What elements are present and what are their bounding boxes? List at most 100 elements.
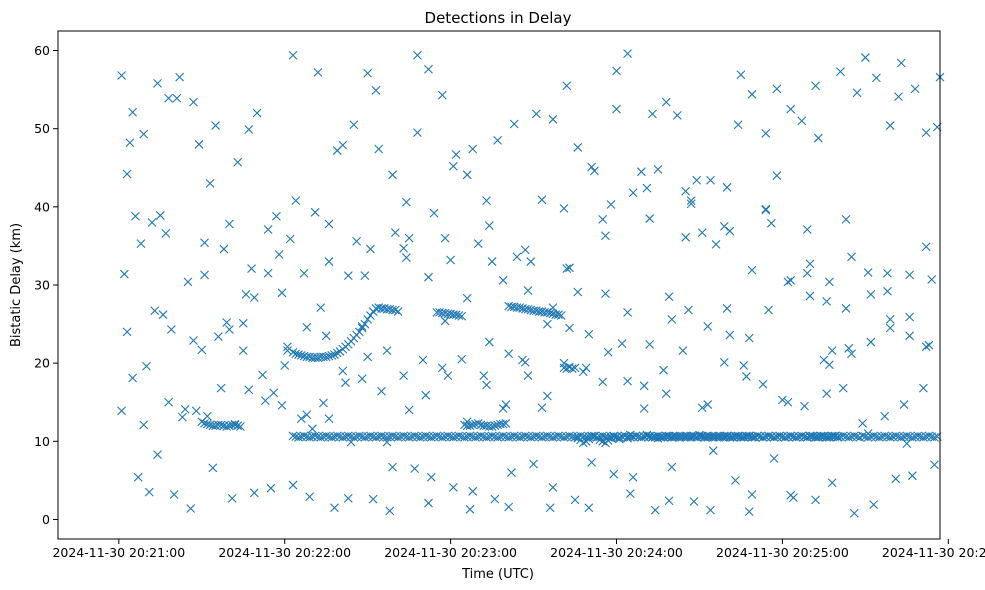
data-point xyxy=(125,138,135,148)
data-point xyxy=(885,314,895,324)
data-point xyxy=(512,252,522,262)
data-point xyxy=(924,340,934,350)
plot-area xyxy=(57,30,945,540)
data-point xyxy=(413,50,422,60)
data-point xyxy=(791,433,801,442)
data-point xyxy=(443,431,453,441)
data-point xyxy=(637,167,646,177)
data-point xyxy=(437,433,447,442)
data-point xyxy=(844,433,854,442)
data-point xyxy=(772,171,782,180)
data-point xyxy=(883,286,892,296)
data-point xyxy=(578,367,588,377)
data-point xyxy=(819,355,829,365)
data-point xyxy=(418,355,428,365)
data-point xyxy=(225,421,234,431)
data-point xyxy=(830,431,840,441)
data-point xyxy=(905,312,914,322)
data-point xyxy=(363,314,373,324)
data-point xyxy=(382,433,392,442)
data-point xyxy=(548,433,558,442)
data-point xyxy=(631,431,641,441)
data-point xyxy=(725,226,735,236)
data-point xyxy=(343,271,353,281)
data-point xyxy=(874,433,884,442)
data-point xyxy=(493,136,503,145)
data-point xyxy=(520,431,530,441)
data-point xyxy=(598,377,608,387)
data-point xyxy=(241,289,251,299)
data-point xyxy=(825,360,834,370)
data-point xyxy=(377,386,386,396)
data-point xyxy=(703,322,713,331)
data-point xyxy=(504,433,514,442)
data-point xyxy=(753,431,762,441)
data-point xyxy=(122,327,132,337)
y-axis: 0 10 20 30 40 50 60 xyxy=(34,43,58,527)
data-point xyxy=(797,431,807,441)
data-point xyxy=(360,433,370,442)
data-point xyxy=(321,352,331,362)
data-point xyxy=(537,433,547,442)
data-point xyxy=(296,350,306,360)
data-point xyxy=(766,218,776,228)
data-point xyxy=(731,475,740,485)
data-point xyxy=(200,238,209,248)
data-point xyxy=(390,228,400,238)
data-point xyxy=(341,378,350,388)
data-point xyxy=(399,243,408,253)
data-point xyxy=(404,433,414,442)
data-point xyxy=(415,433,425,442)
data-point xyxy=(153,450,162,459)
data-point xyxy=(606,200,616,209)
data-point xyxy=(880,411,890,421)
data-point xyxy=(219,244,229,254)
data-point xyxy=(545,503,555,513)
data-point xyxy=(410,464,420,474)
data-point xyxy=(498,404,508,413)
data-point xyxy=(457,354,467,364)
data-point xyxy=(153,78,162,88)
data-point xyxy=(642,430,652,440)
data-point xyxy=(706,175,715,185)
data-point xyxy=(238,318,248,328)
data-point xyxy=(465,421,475,431)
data-point xyxy=(324,351,334,361)
data-point xyxy=(197,417,207,427)
data-point xyxy=(880,431,890,441)
data-point xyxy=(139,420,149,430)
data-point xyxy=(562,81,572,91)
data-point xyxy=(800,401,809,411)
data-point xyxy=(697,228,707,238)
data-point xyxy=(249,488,259,498)
data-point xyxy=(678,346,688,356)
data-point xyxy=(858,418,867,428)
data-point xyxy=(302,410,312,420)
data-point xyxy=(780,433,790,442)
data-point xyxy=(437,363,447,373)
data-point xyxy=(670,433,679,442)
y-tick-label: 50 xyxy=(34,121,50,136)
data-point xyxy=(200,270,209,280)
data-point xyxy=(316,303,326,313)
data-point xyxy=(291,196,301,205)
data-point xyxy=(305,492,314,502)
data-point xyxy=(684,305,693,315)
data-point xyxy=(523,371,533,381)
data-point xyxy=(731,431,740,441)
data-point xyxy=(227,493,237,503)
data-point xyxy=(811,495,820,505)
data-point xyxy=(661,97,671,107)
data-point xyxy=(733,120,743,130)
data-point xyxy=(725,330,735,340)
data-point xyxy=(625,433,635,442)
data-point xyxy=(324,219,334,229)
data-point xyxy=(518,355,527,365)
data-point xyxy=(612,66,621,76)
data-point xyxy=(573,143,583,152)
data-point xyxy=(454,311,464,320)
y-tick-label: 0 xyxy=(42,512,50,527)
data-point xyxy=(244,385,254,395)
data-point xyxy=(907,471,917,481)
